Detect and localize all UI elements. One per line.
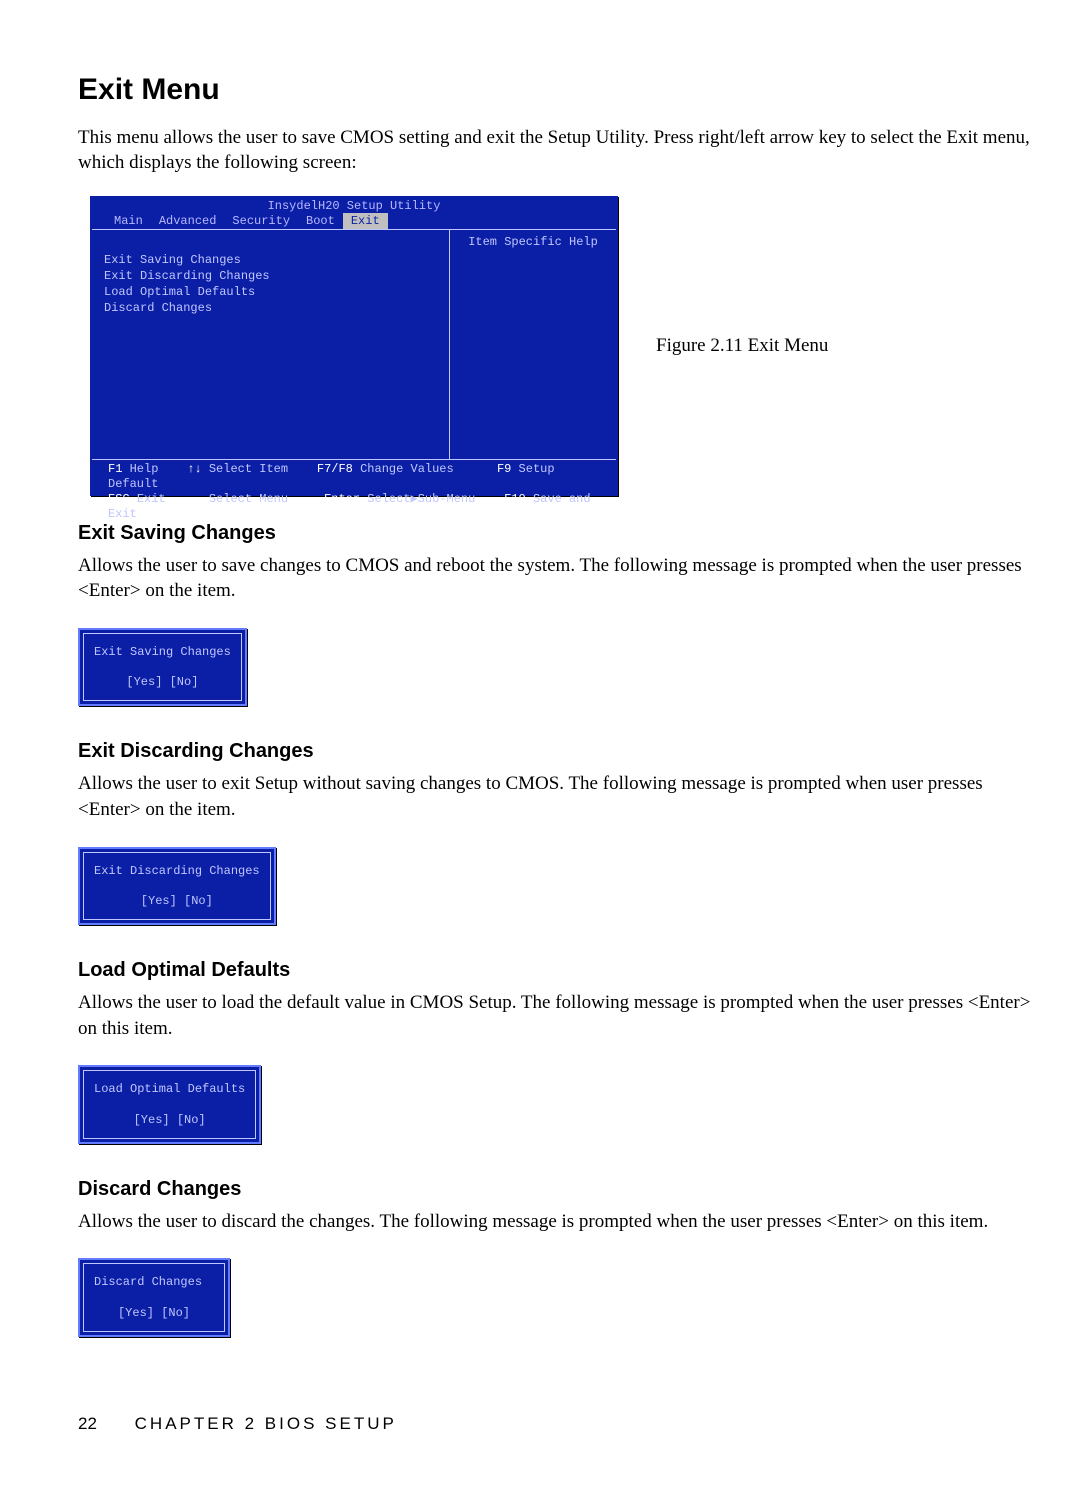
page-number: 22 — [78, 1414, 97, 1433]
dialog-no-option[interactable]: [No] — [170, 675, 199, 689]
intro-paragraph: This menu allows the user to save CMOS s… — [78, 125, 1040, 176]
dialog-title: Discard Changes — [94, 1274, 214, 1290]
dialog-exit-discarding-changes: Exit Discarding Changes [Yes] [No] — [78, 847, 276, 925]
dialog-title: Exit Saving Changes — [94, 644, 231, 660]
dialog-title: Load Optimal Defaults — [94, 1081, 245, 1097]
page-footer-text: CHAPTER 2 BIOS SETUP — [135, 1414, 397, 1433]
bios-menu-item[interactable]: Discard Changes — [104, 300, 439, 316]
dialog-yes-option[interactable]: [Yes] — [134, 1113, 170, 1127]
dialog-yes-option[interactable]: [Yes] — [126, 675, 162, 689]
section-body: Allows the user to discard the changes. … — [78, 1209, 1040, 1235]
footer-label: Select Item — [209, 462, 288, 476]
bios-menu-item[interactable]: Load Optimal Defaults — [104, 284, 439, 300]
footer-label: Help — [130, 462, 159, 476]
section-body: Allows the user to load the default valu… — [78, 990, 1040, 1041]
bios-body: Exit Saving Changes Exit Discarding Chan… — [92, 229, 616, 460]
dialog-no-option[interactable]: [No] — [161, 1306, 190, 1320]
bios-tab-exit[interactable]: Exit — [343, 213, 388, 229]
section-body: Allows the user to exit Setup without sa… — [78, 771, 1040, 822]
footer-label: Exit — [137, 492, 166, 506]
section-body: Allows the user to save changes to CMOS … — [78, 553, 1040, 604]
footer-key: F10 — [504, 492, 526, 506]
bios-menu-panel: Exit Saving Changes Exit Discarding Chan… — [92, 230, 450, 459]
figure-caption: Figure 2.11 Exit Menu — [656, 333, 828, 359]
dialog-load-optimal-defaults: Load Optimal Defaults [Yes] [No] — [78, 1065, 261, 1143]
dialog-yes-option[interactable]: [Yes] — [118, 1306, 154, 1320]
dialog-exit-saving-changes: Exit Saving Changes [Yes] [No] — [78, 628, 247, 706]
page-footer: 22 CHAPTER 2 BIOS SETUP — [78, 1413, 1040, 1436]
bios-tab-advanced[interactable]: Advanced — [151, 213, 225, 229]
dialog-no-option[interactable]: [No] — [184, 894, 213, 908]
bios-help-header: Item Specific Help — [454, 234, 612, 250]
bios-tab-boot[interactable]: Boot — [298, 213, 343, 229]
footer-label: Select Menu — [209, 492, 288, 506]
footer-label: Change Values — [360, 462, 454, 476]
dialog-no-option[interactable]: [No] — [177, 1113, 206, 1127]
document-page: Exit Menu This menu allows the user to s… — [0, 0, 1080, 1496]
page-title: Exit Menu — [78, 70, 1040, 111]
dialog-yes-option[interactable]: [Yes] — [141, 894, 177, 908]
section-heading: Exit Discarding Changes — [78, 738, 1040, 765]
bios-footer: F1 Help ↑↓ Select Item F7/F8 Change Valu… — [90, 460, 618, 496]
footer-key: ESC — [108, 492, 130, 506]
section-heading: Load Optimal Defaults — [78, 957, 1040, 984]
footer-key: F7/F8 — [317, 462, 353, 476]
bios-screenshot: InsydelH20 Setup Utility Main Advanced S… — [90, 196, 618, 496]
figure-row: InsydelH20 Setup Utility Main Advanced S… — [90, 196, 1040, 496]
bios-tab-security[interactable]: Security — [224, 213, 298, 229]
bios-tabbar: Main Advanced Security Boot Exit — [90, 213, 618, 229]
dialog-title: Exit Discarding Changes — [94, 863, 260, 879]
bios-tab-main[interactable]: Main — [106, 213, 151, 229]
footer-key: Enter — [324, 492, 360, 506]
section-heading: Discard Changes — [78, 1176, 1040, 1203]
footer-key: F9 — [497, 462, 511, 476]
bios-menu-item[interactable]: Exit Saving Changes — [104, 252, 439, 268]
bios-help-panel: Item Specific Help — [450, 230, 616, 459]
footer-key: ↔ — [194, 492, 201, 506]
section-heading: Exit Saving Changes — [78, 520, 1040, 547]
footer-label: Select▶Sub-Menu — [367, 492, 475, 506]
footer-key: ↑↓ — [187, 462, 201, 476]
dialog-discard-changes: Discard Changes [Yes] [No] — [78, 1258, 230, 1336]
bios-utility-title: InsydelH20 Setup Utility — [90, 196, 618, 213]
bios-menu-item[interactable]: Exit Discarding Changes — [104, 268, 439, 284]
footer-key: F1 — [108, 462, 122, 476]
